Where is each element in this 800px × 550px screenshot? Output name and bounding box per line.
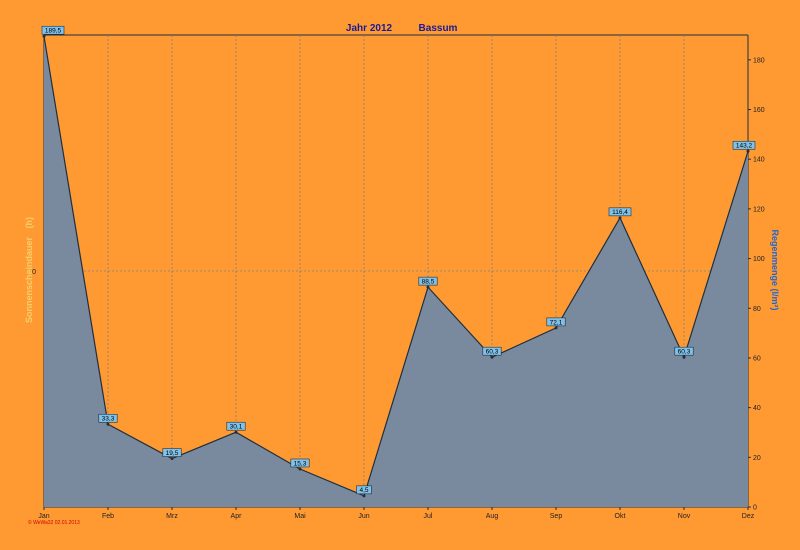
y-axis-ticks-right: 0 20 40 60 80 100 120 140 160 180 <box>748 57 765 512</box>
data-label: 60,3 <box>482 346 502 356</box>
data-label: 72,1 <box>546 317 566 327</box>
data-point <box>106 422 110 426</box>
x-tick-label: Mai <box>294 513 306 520</box>
x-tick-label: Sep <box>550 513 563 520</box>
right-axis-label: Regenmenge (l/m²) <box>770 229 780 310</box>
data-point <box>618 216 622 220</box>
x-tick-label: Jun <box>358 513 369 520</box>
data-label-box <box>418 276 438 286</box>
y-tick-label: 80 <box>753 306 761 313</box>
data-label-text: 189,5 <box>45 28 62 35</box>
data-label-box <box>546 317 566 327</box>
y-tick-label: 40 <box>753 405 761 412</box>
y-tick-label: 140 <box>753 157 765 164</box>
data-label: 33,3 <box>98 413 118 423</box>
data-point <box>298 467 302 471</box>
y-tick-label: 60 <box>753 355 761 362</box>
data-label-box <box>608 207 632 217</box>
y-tick-label: 0 <box>753 505 757 512</box>
data-label: 116,4 <box>608 207 632 217</box>
data-point <box>426 285 430 289</box>
x-tick-label: Nov <box>678 513 691 520</box>
data-label-text: 33,3 <box>102 416 115 423</box>
data-label: 88,5 <box>418 276 438 286</box>
data-label: 189,5 <box>41 25 65 35</box>
x-tick-label: Feb <box>102 513 114 520</box>
x-tick-label: Apr <box>231 513 243 520</box>
data-label: 30,1 <box>226 421 246 431</box>
data-point <box>490 355 494 359</box>
y-tick-label: 120 <box>753 206 765 213</box>
data-label-text: 60,3 <box>486 349 499 356</box>
data-label: 15,3 <box>290 458 310 468</box>
y-tick-label: 160 <box>753 107 765 114</box>
chart-title-year: Jahr 2012 <box>346 23 393 34</box>
left-axis-label-name: Sonnenscheindauer <box>24 237 34 324</box>
svg-text:Sonnenscheindauer (h): Sonnenscheindauer (h) <box>24 217 34 323</box>
data-label-box <box>290 458 310 468</box>
x-tick-label: Okt <box>615 513 626 520</box>
data-label: 143,2 <box>732 140 756 150</box>
data-label-box <box>674 346 694 356</box>
data-point <box>362 494 366 498</box>
y-tick-label: 180 <box>753 57 765 64</box>
data-label-box <box>356 485 372 495</box>
data-label: 19,5 <box>162 448 182 457</box>
data-label-box <box>98 413 118 423</box>
data-label-box <box>732 140 756 150</box>
data-point <box>234 430 238 434</box>
data-label-text: 19,5 <box>166 450 179 457</box>
data-label-box <box>482 346 502 356</box>
area-series <box>42 34 750 508</box>
data-point <box>554 326 558 330</box>
data-labels: 189,5 33,3 19,5 30,1 15,3 4,5 88,5 60,3 72,1 116,… <box>41 25 756 495</box>
data-label: 60,3 <box>674 346 694 356</box>
x-axis-ticks: Jan Feb Mrz Apr Mai Jun Jul Aug Sep Okt Nov Dez <box>38 507 755 520</box>
data-label-text: 72,1 <box>550 319 563 326</box>
rainfall-area <box>44 36 748 508</box>
y-tick-label: 20 <box>753 455 761 462</box>
left-axis-label-unit: (h) <box>24 217 34 229</box>
data-label-text: 30,1 <box>230 424 243 431</box>
x-tick-label: Mrz <box>166 513 178 520</box>
footer-credit: © WeWa32 02.01.2013 <box>28 519 80 526</box>
data-label: 4,5 <box>356 485 372 495</box>
x-tick-label: Jul <box>424 513 433 520</box>
left-axis-tick-zero: 0 <box>32 269 36 276</box>
x-tick-label: Aug <box>486 513 499 520</box>
data-label-text: 15,3 <box>294 460 307 467</box>
data-point <box>42 34 46 38</box>
data-point <box>682 355 686 359</box>
x-tick-label: Dez <box>742 513 755 520</box>
data-label-box <box>226 421 246 431</box>
data-point <box>746 149 750 153</box>
data-label-text: 116,4 <box>612 209 628 216</box>
data-label-text: 143,2 <box>736 143 753 150</box>
left-axis-label: Sonnenscheindauer (h) <box>24 217 34 323</box>
chart-title-location: Bassum <box>419 23 458 34</box>
data-point <box>170 457 174 461</box>
data-label-box <box>162 448 182 457</box>
rainfall-line <box>43 36 749 497</box>
data-label-box <box>41 25 65 35</box>
y-tick-label: 100 <box>753 256 765 263</box>
svg-text:Regenmenge (l/m²): Regenmenge (l/m²) <box>770 229 780 310</box>
data-label-text: 88,5 <box>422 279 435 286</box>
x-tick-label: Jan <box>38 513 49 520</box>
data-label-text: 60,3 <box>678 349 691 356</box>
data-label-text: 4,5 <box>359 487 368 494</box>
